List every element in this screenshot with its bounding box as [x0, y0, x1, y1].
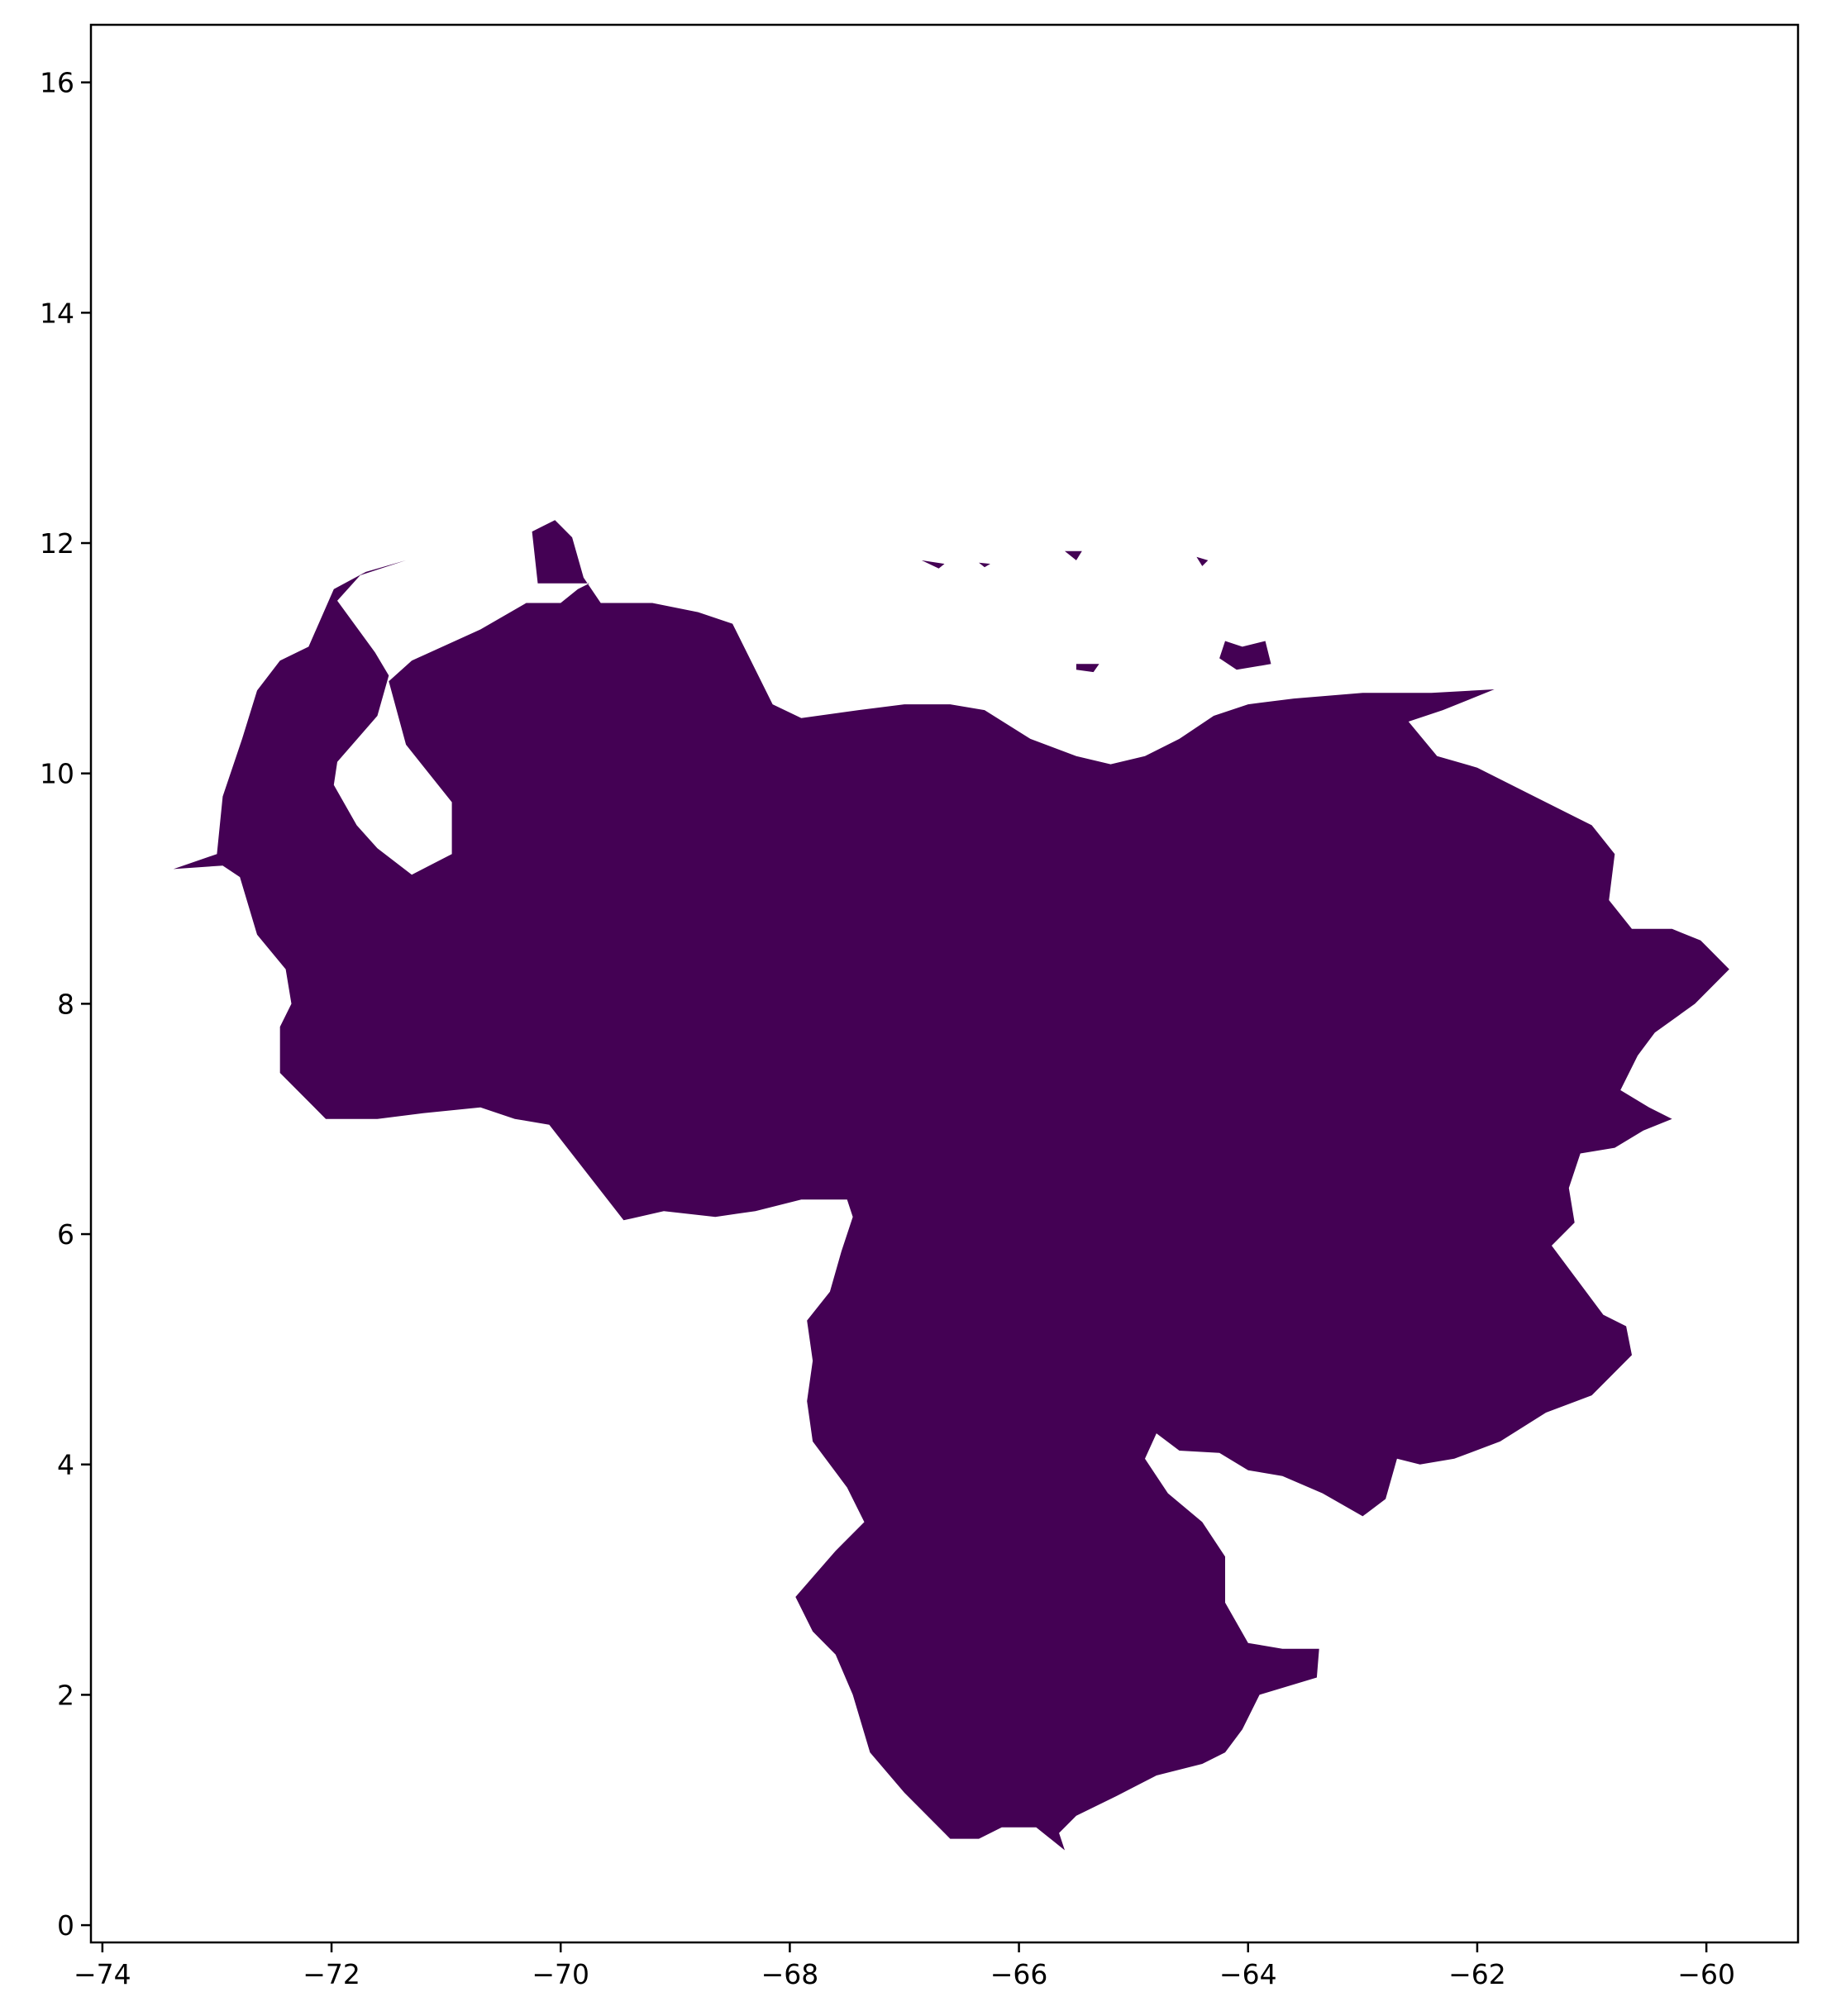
- x-tick-label: −66: [990, 1958, 1048, 1990]
- island-shape-3: [1196, 556, 1209, 566]
- y-tick-label: 2: [57, 1679, 74, 1711]
- island-shape-2: [921, 560, 945, 569]
- y-tick-label: 8: [57, 988, 74, 1020]
- plot-area: [173, 520, 1729, 1851]
- axes-frame: [89, 23, 1800, 1944]
- y-tick-label: 4: [57, 1449, 74, 1481]
- island-shape-1: [1076, 664, 1099, 673]
- x-tick-label: −74: [74, 1958, 131, 1990]
- x-tick-label: −62: [1448, 1958, 1506, 1990]
- y-tick-label: 6: [57, 1218, 74, 1251]
- x-tick-label: −72: [303, 1958, 360, 1990]
- y-axis: 0 2 4 6 8 10 12 14 16: [40, 67, 91, 1942]
- x-tick-label: −68: [761, 1958, 819, 1990]
- venezuela-mainland-shape: [173, 520, 1729, 1851]
- island-shape-4: [979, 562, 990, 568]
- y-tick-label: 14: [40, 297, 74, 329]
- x-tick-label: −60: [1677, 1958, 1735, 1990]
- y-tick-label: 10: [40, 758, 74, 790]
- island-shape-0: [1219, 641, 1271, 670]
- x-tick-label: −70: [532, 1958, 589, 1990]
- y-tick-label: 0: [57, 1909, 74, 1942]
- x-axis: −74 −72 −70 −68 −66 −64 −62 −60: [74, 1942, 1735, 1990]
- x-tick-label: −64: [1219, 1958, 1277, 1990]
- y-tick-label: 12: [40, 527, 74, 560]
- y-tick-label: 16: [40, 67, 74, 99]
- island-shape-5: [1065, 550, 1082, 560]
